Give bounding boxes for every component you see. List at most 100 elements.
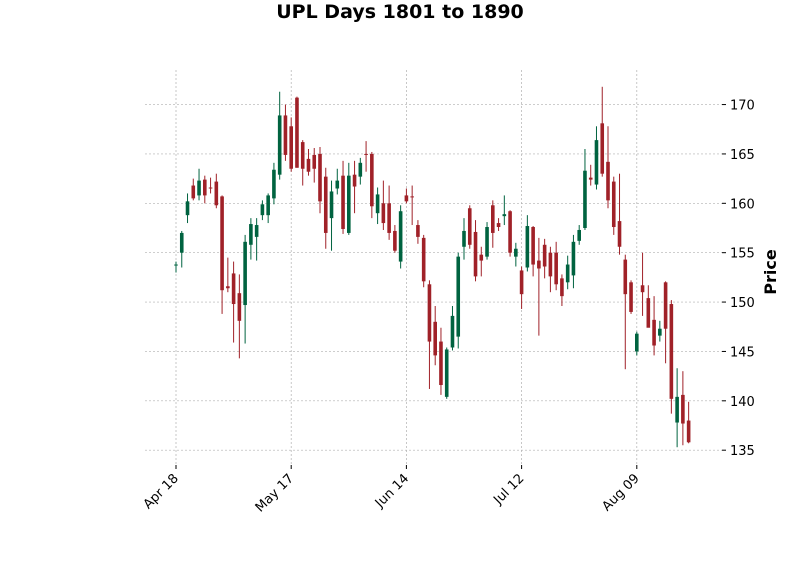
candle-body-down [519, 270, 524, 295]
candle-body-down [381, 203, 386, 224]
candle-body-down [289, 126, 293, 169]
candle-body-down [542, 244, 547, 267]
candle-body-down [208, 187, 213, 189]
grid-layer [145, 70, 722, 465]
candle-body-down [508, 211, 512, 253]
y-tick-label: 140 [730, 395, 755, 410]
candle-body-down [352, 174, 357, 187]
candle-body-down [611, 181, 616, 228]
x-tick-label: May 17 [253, 471, 297, 515]
y-tick-label: 160 [730, 197, 755, 212]
candle-body-up [329, 191, 334, 219]
candle-body-down [191, 185, 196, 199]
candle-body-down [548, 252, 553, 277]
candle-body-up [565, 264, 570, 283]
y-tick-label: 150 [730, 296, 755, 311]
candle-body-up [179, 232, 184, 253]
candle-body-up [675, 396, 679, 423]
candle-body-up [514, 248, 518, 257]
candle-body-down [387, 203, 391, 233]
candle-body-up [174, 264, 178, 266]
candle-body-up [635, 333, 639, 352]
y-tick-label: 155 [730, 247, 755, 262]
candle-body-down [681, 394, 685, 424]
candle-body-up [185, 201, 190, 216]
candle-body-up [197, 180, 201, 196]
candle-body-down [537, 260, 541, 269]
candle-body-down [554, 252, 558, 285]
candle-body-down [220, 196, 224, 291]
candle-body-down [433, 321, 437, 356]
x-axis: Apr 18 May 17 Jun 14 Jul 12 Aug 09 [141, 465, 643, 515]
candle-body-up [444, 349, 449, 397]
y-axis: 135 140 145 150 155 160 165 170 [722, 99, 755, 459]
candle-body-down [312, 154, 317, 169]
candle-body-down [686, 420, 691, 443]
candle-body-down [306, 158, 311, 172]
candle-body-up [335, 180, 340, 189]
candle-body-down [323, 176, 328, 233]
candle-body-down [404, 195, 409, 202]
candle-body-down [646, 298, 651, 328]
candle-body-up [358, 162, 363, 177]
candle-body-down [531, 227, 535, 265]
candle-body-down [393, 230, 397, 251]
candle-body-down [226, 286, 230, 289]
candle-body-down [467, 208, 472, 245]
candle-body-up [502, 214, 507, 217]
candle-body-down [640, 285, 645, 293]
candle-body-down [496, 223, 501, 228]
candle-body-down [300, 142, 305, 169]
candle-body-down [214, 181, 219, 206]
candle-body-down [295, 97, 299, 168]
candle-body-up [277, 115, 282, 175]
candle-body-down [237, 293, 242, 321]
candle-body-up [571, 241, 576, 276]
candle-body-up [456, 256, 461, 337]
candle-body-down [652, 319, 656, 346]
candle-body-down [663, 282, 668, 329]
x-tick-label: Aug 09 [599, 471, 642, 514]
candle-body-down [479, 254, 484, 261]
candle-body-up [525, 226, 530, 268]
candle-body-up [485, 227, 489, 257]
candle-body-down [606, 161, 610, 201]
candle-body-down [318, 153, 322, 202]
candle-body-up [347, 175, 351, 233]
candle-body-up [260, 204, 265, 216]
candle-body-down [473, 231, 478, 277]
candle-body-down [203, 179, 207, 196]
candle-body-up [450, 315, 455, 348]
x-tick-label: Jul 12 [490, 471, 527, 508]
candle-body-up [583, 170, 587, 228]
y-tick-label: 145 [730, 345, 755, 360]
candles-layer [174, 86, 691, 448]
candle-body-down [491, 205, 495, 233]
candle-body-up [249, 224, 253, 245]
candle-body-up [398, 211, 403, 262]
candle-body-up [658, 328, 662, 336]
candle-body-down [427, 284, 432, 342]
candle-body-down [370, 153, 374, 207]
candle-body-up [243, 241, 247, 306]
candle-body-up [375, 194, 380, 214]
candle-body-down [560, 278, 564, 297]
candle-body-down [410, 196, 414, 198]
candle-body-down [623, 259, 628, 295]
candle-body-up [254, 225, 259, 237]
candle-body-down [421, 237, 426, 282]
candle-body-down [341, 175, 345, 229]
candle-body-up [272, 169, 276, 199]
candle-body-up [266, 195, 270, 216]
candle-body-down [439, 341, 443, 386]
candle-body-down [231, 273, 236, 305]
x-tick-label: Jun 14 [372, 471, 412, 511]
candle-body-up [577, 229, 581, 241]
candle-body-down [283, 115, 288, 155]
y-tick-label: 165 [730, 148, 755, 163]
candle-body-down [617, 221, 622, 247]
candle-body-down [364, 153, 368, 155]
x-tick-label: Apr 18 [141, 471, 182, 512]
